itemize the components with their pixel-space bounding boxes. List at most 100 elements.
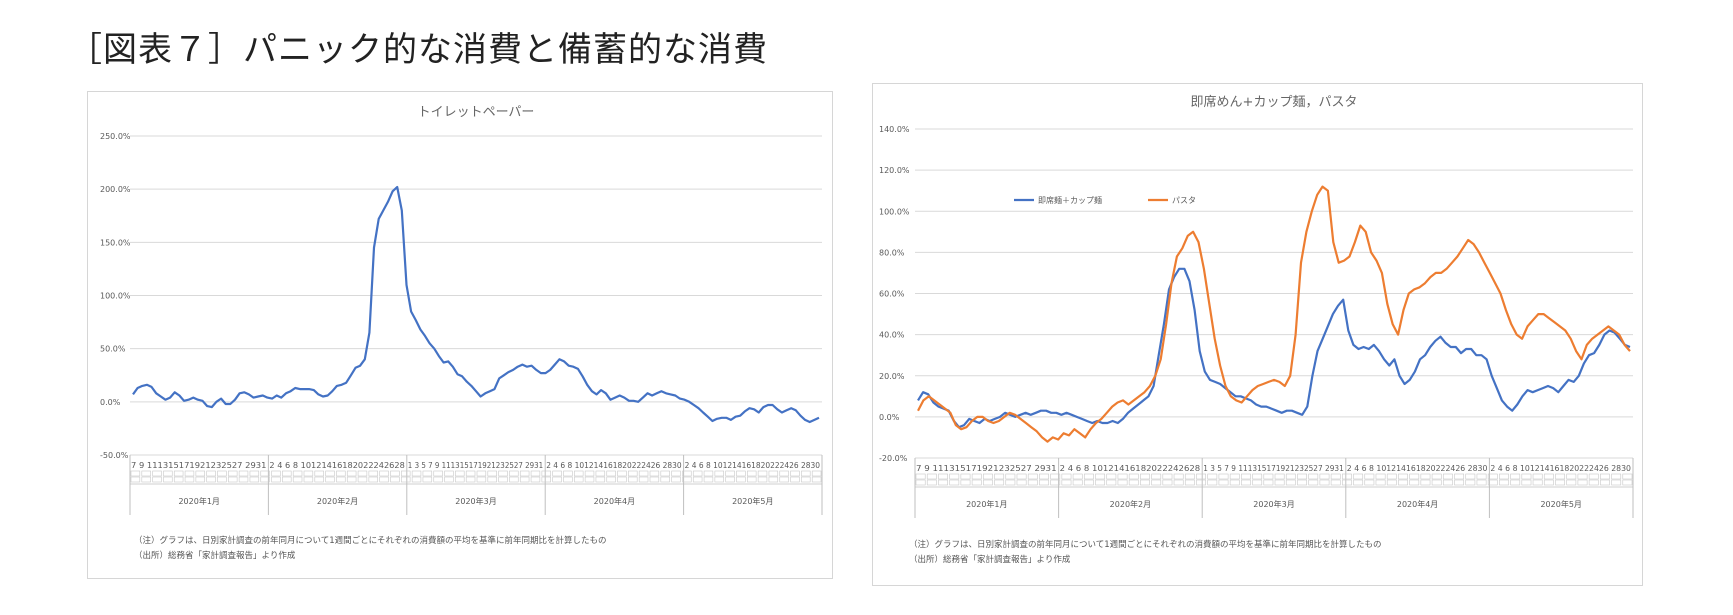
day-box — [401, 470, 411, 477]
day-box — [509, 476, 519, 483]
day-box — [487, 476, 497, 483]
day-box — [238, 476, 249, 483]
day-box — [1274, 473, 1285, 480]
day-box — [1566, 473, 1577, 480]
day-box — [595, 476, 606, 483]
day-box — [971, 479, 982, 486]
day-box — [1454, 473, 1465, 480]
day-box — [779, 470, 789, 477]
y-tick-label: 40.0% — [879, 331, 905, 340]
day-box — [1342, 479, 1352, 486]
source-line: （出所）総務省「家計調査報告」より作成 — [134, 551, 296, 561]
day-box — [628, 470, 638, 477]
day-box — [487, 470, 497, 477]
day-box — [1588, 479, 1599, 486]
day-box — [1072, 473, 1083, 480]
day-box — [1611, 479, 1622, 486]
day-box — [1263, 473, 1274, 480]
month-label: 2020年2月 — [1110, 499, 1151, 509]
day-box — [1364, 479, 1375, 486]
day-box — [1487, 479, 1498, 486]
day-box — [163, 476, 173, 483]
day-box — [1274, 479, 1285, 486]
day-tick-labels: 2 4 6 8 101214161820222426 2830 — [1347, 464, 1488, 473]
day-box — [606, 476, 616, 483]
day-box — [1095, 479, 1106, 486]
day-box — [1465, 473, 1476, 480]
day-box — [346, 470, 357, 477]
day-box — [915, 473, 926, 480]
day-box — [530, 470, 541, 477]
y-tick-label: 80.0% — [879, 248, 905, 257]
day-box — [1297, 479, 1307, 486]
day-box — [357, 470, 368, 477]
day-box — [1207, 473, 1218, 480]
series-line-1 — [917, 267, 1631, 429]
day-box — [1241, 473, 1251, 480]
day-box — [476, 470, 487, 477]
day-box — [411, 476, 422, 483]
day-box — [584, 470, 595, 477]
day-box — [1285, 479, 1296, 486]
day-box — [1196, 473, 1206, 480]
day-box — [692, 470, 703, 477]
day-box — [390, 470, 400, 477]
day-box — [1016, 473, 1027, 480]
day-box — [519, 470, 530, 477]
day-box — [1207, 479, 1218, 486]
day-box — [1218, 479, 1229, 486]
day-box — [682, 476, 692, 483]
day-box — [152, 476, 162, 483]
day-box — [1622, 479, 1633, 486]
day-box — [736, 470, 746, 477]
day-box — [455, 476, 465, 483]
day-box — [1128, 473, 1139, 480]
day-box — [292, 476, 303, 483]
day-box — [960, 473, 971, 480]
day-tick-labels: 2 4 6 8 101214161820222426 2830 — [685, 461, 821, 470]
day-box — [638, 476, 649, 483]
day-box — [628, 476, 638, 483]
day-box — [725, 476, 735, 483]
day-box — [141, 476, 151, 483]
day-box — [1342, 473, 1352, 480]
day-box — [1229, 473, 1240, 480]
day-box — [1184, 473, 1195, 480]
day-box — [357, 476, 368, 483]
day-box — [1386, 473, 1397, 480]
day-box — [1454, 479, 1465, 486]
y-tick-label: 200.0% — [100, 185, 131, 194]
day-box — [217, 476, 227, 483]
day-box — [736, 476, 746, 483]
day-box — [1151, 479, 1162, 486]
day-box — [292, 470, 303, 477]
day-box — [584, 476, 595, 483]
day-box — [1353, 479, 1364, 486]
day-box — [574, 470, 584, 477]
day-box — [217, 470, 227, 477]
day-box — [574, 476, 584, 483]
day-box — [1577, 479, 1588, 486]
day-box — [444, 476, 454, 483]
day-box — [682, 470, 692, 477]
month-label: 2020年4月 — [1397, 499, 1438, 509]
day-box — [1600, 479, 1610, 486]
day-box — [1162, 479, 1173, 486]
day-box — [195, 476, 205, 483]
day-box — [271, 470, 281, 477]
day-box — [1027, 473, 1038, 480]
day-box — [141, 470, 151, 477]
y-tick-label: -20.0% — [879, 454, 908, 463]
day-box — [671, 476, 681, 483]
day-box — [325, 470, 335, 477]
day-box — [314, 476, 324, 483]
day-box — [1083, 479, 1094, 486]
day-box — [336, 476, 346, 483]
chart-panel-toilet-paper: トイレットペーパー 250.0% 200.0% 150.0% 100.0% 50.0% 0.… — [87, 91, 833, 579]
day-box — [1140, 479, 1150, 486]
day-box — [1398, 473, 1408, 480]
day-box — [1420, 479, 1431, 486]
day-box — [1319, 473, 1330, 480]
day-box — [703, 470, 714, 477]
day-box — [949, 473, 960, 480]
